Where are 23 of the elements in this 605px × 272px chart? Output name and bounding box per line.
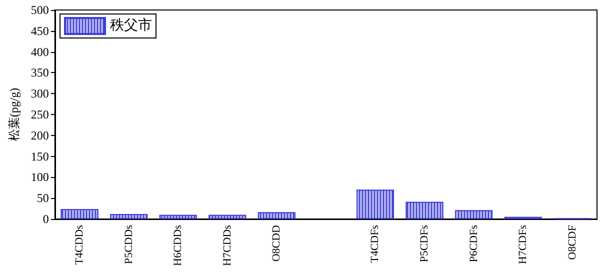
- x-tick-label: O8CDD: [270, 224, 283, 262]
- x-tick-label: H7CDDs: [221, 225, 234, 266]
- x-tick-label: H7CDFs: [517, 225, 530, 264]
- y-tick-label: 350: [30, 66, 49, 80]
- y-tick-label: 500: [30, 3, 49, 17]
- y-tick-label: 250: [30, 108, 49, 122]
- y-tick-label: 0: [42, 212, 49, 226]
- x-tick-label: P5CDDs: [122, 225, 135, 264]
- x-tick-label: T4CDFs: [369, 225, 382, 263]
- y-tick-label: 450: [30, 24, 49, 38]
- y-axis-title: 松葉(pg/g): [7, 88, 21, 142]
- y-tick-label: 200: [30, 128, 49, 142]
- x-tick-label: T4CDDs: [74, 225, 86, 265]
- y-tick-label: 400: [30, 44, 49, 59]
- y-tick-label: 50: [36, 191, 49, 206]
- y-tick-label: 150: [30, 149, 49, 164]
- y-tick-label: 300: [30, 86, 49, 101]
- y-tick-label: 100: [30, 170, 49, 184]
- x-tick-label: O8CDF: [566, 225, 578, 260]
- x-tick-label: H6CDDs: [172, 225, 184, 266]
- x-tick-label: P6CDFs: [468, 225, 480, 262]
- x-tick-label: P5CDFs: [418, 225, 431, 262]
- legend-label: 秩父市: [110, 18, 152, 34]
